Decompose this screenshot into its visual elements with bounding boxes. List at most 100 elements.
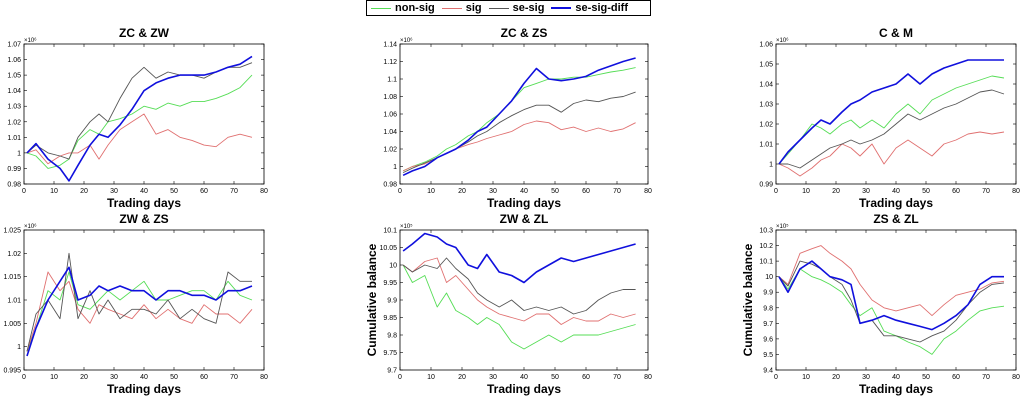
y-tick-label: 9.6 [763, 336, 773, 343]
axis-exponent: ×10⁶ [400, 37, 413, 44]
x-tick-label: 10 [427, 188, 435, 195]
series-line-non-sig [402, 264, 636, 350]
y-tick-label: 10.2 [759, 243, 773, 250]
chart-title: ZW & ZL [500, 212, 549, 226]
x-tick-label: 10 [802, 188, 810, 195]
x-tick-label: 40 [140, 188, 148, 195]
y-tick-label: 9.95 [383, 280, 397, 287]
x-tick-label: 0 [774, 188, 778, 195]
series-line-se-sig [778, 260, 1005, 343]
x-tick-label: 30 [110, 188, 118, 195]
y-tick-label: 1.14 [383, 42, 397, 49]
legend-swatch [488, 7, 509, 9]
series-line-sig [26, 113, 253, 165]
y-tick-label: 1.12 [383, 59, 397, 66]
y-tick-label: 9.8 [387, 333, 397, 340]
x-tick-label: 40 [892, 374, 900, 381]
y-axis-label: Cumulative balance [0, 243, 3, 356]
x-tick-label: 70 [982, 188, 990, 195]
chart-title: C & M [879, 26, 913, 40]
legend-swatch [371, 7, 391, 9]
series-line-se-sig-diff [26, 266, 253, 357]
y-tick-label: 10.1 [759, 259, 773, 266]
series-line-se-sig-diff [778, 59, 1004, 165]
y-tick-label: 1.01 [7, 298, 21, 305]
legend-item-se-sig: se-sig [488, 2, 545, 14]
y-tick-label: 1.08 [383, 94, 397, 101]
chart-panel-5: ZW & ZL ×10⁵ 0 10 20 30 40 50 60 70 80 9.7 9.75 9.8 9.… [365, 212, 652, 396]
x-axis-label: Trading days [487, 196, 561, 210]
series-line-non-sig [402, 67, 636, 172]
x-tick-label: 20 [832, 188, 840, 195]
x-tick-label: 0 [398, 374, 402, 381]
plot-frame [23, 229, 265, 371]
x-tick-label: 20 [80, 374, 88, 381]
y-tick-label: 0.995 [3, 368, 21, 375]
axis-exponent: ×10⁶ [776, 37, 789, 44]
y-tick-label: 1 [17, 344, 21, 351]
x-axis-label: Trading days [107, 196, 181, 210]
x-tick-label: 30 [862, 374, 870, 381]
y-tick-label: 9.85 [383, 315, 397, 322]
y-tick-label: 9.9 [763, 290, 773, 297]
x-tick-label: 0 [22, 374, 26, 381]
y-tick-label: 1 [17, 150, 21, 157]
legend-swatch [551, 7, 572, 9]
y-tick-label: 1.02 [7, 119, 21, 126]
y-axis-label: Cumulative balance [0, 57, 3, 170]
y-tick-label: 1.04 [383, 129, 397, 136]
x-tick-label: 70 [982, 374, 990, 381]
x-tick-label: 40 [520, 188, 528, 195]
x-tick-label: 80 [644, 374, 652, 381]
series-line-sig [26, 271, 253, 352]
x-tick-label: 20 [832, 374, 840, 381]
series-line-se-sig-diff [778, 260, 1004, 331]
x-tick-label: 70 [230, 188, 238, 195]
plot-frame [23, 43, 265, 185]
x-tick-label: 40 [140, 374, 148, 381]
x-tick-label: 70 [613, 188, 621, 195]
x-axis-label: Trading days [859, 196, 933, 210]
x-tick-label: 50 [170, 188, 178, 195]
series-line-se-sig [779, 89, 1005, 169]
y-tick-label: 9.5 [763, 352, 773, 359]
series-line-se-sig-diff [26, 55, 253, 182]
y-tick-label: 9.7 [387, 368, 397, 375]
y-tick-label: 10.3 [759, 228, 773, 235]
x-tick-label: 10 [427, 374, 435, 381]
legend-item-se-sig-diff: se-sig-diff [551, 2, 628, 14]
legend-label: sig [465, 2, 482, 14]
legend-label: non-sig [395, 2, 435, 14]
x-tick-label: 60 [200, 188, 208, 195]
x-tick-label: 50 [551, 188, 559, 195]
x-tick-label: 20 [458, 374, 466, 381]
y-tick-label: 1.03 [7, 104, 21, 111]
legend-item-sig: sig [441, 2, 482, 14]
y-tick-label: 1.02 [759, 122, 773, 129]
y-tick-label: 1.05 [7, 73, 21, 80]
x-tick-label: 30 [489, 374, 497, 381]
y-tick-label: 1.06 [7, 57, 21, 64]
y-tick-label: 1.015 [3, 274, 21, 281]
y-tick-label: 1.03 [759, 102, 773, 109]
series-line-se-sig-diff [402, 232, 636, 284]
x-tick-label: 10 [50, 188, 58, 195]
plot-frame [775, 43, 1017, 185]
series-line-sig [402, 257, 636, 325]
x-tick-label: 10 [50, 374, 58, 381]
y-tick-label: 1.01 [7, 135, 21, 142]
chart-panel-1: ZC & ZW ×10⁶ 0 10 20 30 40 50 60 70 80 0.98 0.99 1 1.0… [0, 26, 268, 210]
y-tick-label: 1.04 [759, 82, 773, 89]
chart-title: ZW & ZS [119, 212, 168, 226]
y-tick-label: 1.025 [3, 228, 21, 235]
y-tick-label: 1.1 [387, 77, 397, 84]
chart-title: ZC & ZW [119, 26, 170, 40]
plot-frame [775, 229, 1017, 371]
y-tick-label: 1.04 [7, 88, 21, 95]
legend-label: se-sig [512, 2, 545, 14]
x-tick-label: 50 [170, 374, 178, 381]
x-tick-label: 50 [922, 374, 930, 381]
x-tick-label: 20 [458, 188, 466, 195]
y-tick-label: 9.7 [763, 321, 773, 328]
